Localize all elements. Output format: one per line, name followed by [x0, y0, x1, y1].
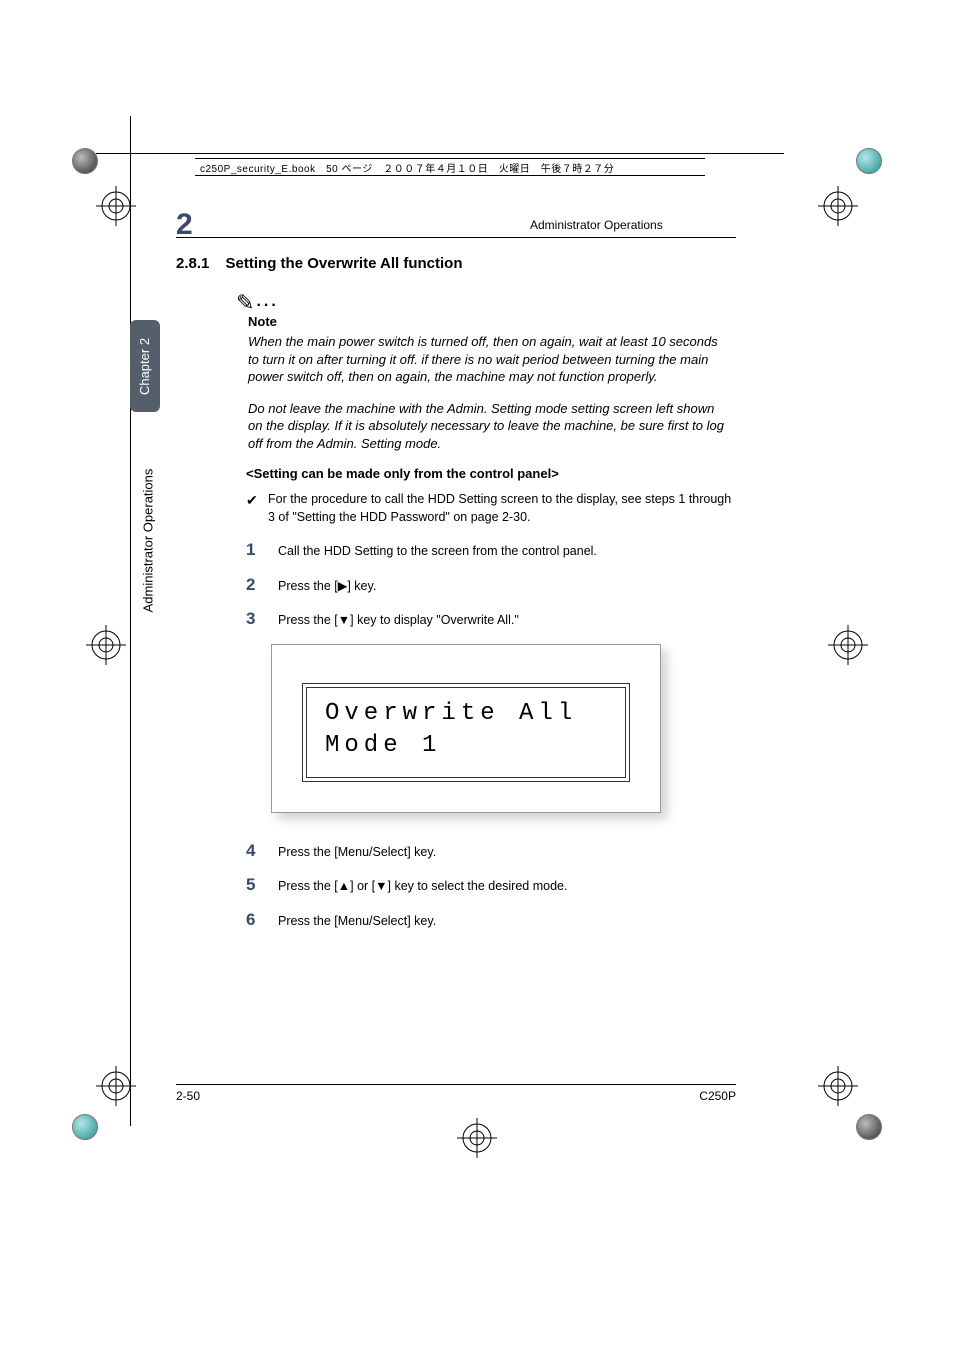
footer-page-number: 2-50 — [176, 1089, 200, 1103]
registration-mark-tr — [818, 186, 858, 226]
step-number: 5 — [246, 875, 278, 895]
registration-mark-ml — [86, 625, 126, 665]
step-3: 3 Press the [▼] key to display "Overwrit… — [246, 609, 736, 630]
step-text: Press the [Menu/Select] key. — [278, 844, 436, 862]
bullet-text: For the procedure to call the HDD Settin… — [268, 491, 736, 526]
header-rule — [176, 237, 736, 238]
note-paragraph-2: Do not leave the machine with the Admin.… — [248, 400, 726, 453]
chapter-side-label: Administrator Operations — [140, 440, 156, 640]
footer-model: C250P — [699, 1089, 736, 1103]
chapter-tab: Chapter 2 — [130, 320, 160, 412]
frame-left-line — [130, 116, 131, 1126]
corner-dot-tl — [72, 148, 98, 174]
page-footer: 2-50 C250P — [176, 1084, 736, 1103]
step-5: 5 Press the [▲] or [▼] key to select the… — [246, 875, 736, 896]
step-text: Press the [▲] or [▼] key to select the d… — [278, 878, 567, 896]
step-number: 3 — [246, 609, 278, 629]
step-4: 4 Press the [Menu/Select] key. — [246, 841, 736, 862]
lcd-panel: Overwrite All Mode 1 — [271, 644, 661, 813]
section-number: 2.8.1 — [176, 255, 209, 272]
subhead: <Setting can be made only from the contr… — [246, 466, 736, 481]
chapter-tab-label: Chapter 2 — [138, 337, 153, 394]
check-icon: ✔ — [246, 491, 268, 526]
note-label: Note — [248, 314, 736, 329]
step-number: 1 — [246, 540, 278, 560]
step-number: 6 — [246, 910, 278, 930]
step-6: 6 Press the [Menu/Select] key. — [246, 910, 736, 931]
running-head: Administrator Operations — [530, 218, 663, 232]
corner-dot-bl — [72, 1114, 98, 1140]
chapter-side-label-text: Administrator Operations — [141, 468, 156, 612]
print-header-text: c250P_security_E.book 50 ページ ２００７年４月１０日 … — [200, 160, 614, 175]
step-text: Press the [▼] key to display "Overwrite … — [278, 612, 519, 630]
registration-mark-mr — [828, 625, 868, 665]
step-text: Press the [Menu/Select] key. — [278, 913, 436, 931]
frame-top-line — [96, 153, 784, 154]
corner-dot-tr — [856, 148, 882, 174]
page-content: 2.8.1 Setting the Overwrite All function… — [176, 255, 736, 944]
note-paragraph-1: When the main power switch is turned off… — [248, 333, 726, 386]
lcd-line-2: Mode 1 — [325, 730, 611, 762]
lcd-line-1: Overwrite All — [325, 698, 611, 730]
section-title-row: 2.8.1 Setting the Overwrite All function — [176, 255, 736, 272]
step-number: 2 — [246, 575, 278, 595]
registration-mark-bc — [457, 1118, 497, 1158]
section-title: Setting the Overwrite All function — [226, 255, 463, 272]
bullet-row: ✔ For the procedure to call the HDD Sett… — [246, 491, 736, 526]
step-1: 1 Call the HDD Setting to the screen fro… — [246, 540, 736, 561]
step-2: 2 Press the [▶] key. — [246, 575, 736, 596]
step-text: Press the [▶] key. — [278, 578, 376, 596]
print-header-strip: c250P_security_E.book 50 ページ ２００７年４月１０日 … — [195, 158, 705, 176]
lcd-inner: Overwrite All Mode 1 — [302, 683, 630, 782]
registration-mark-tl — [96, 186, 136, 226]
registration-mark-bl — [96, 1066, 136, 1106]
registration-mark-br — [818, 1066, 858, 1106]
step-number: 4 — [246, 841, 278, 861]
note-icon: ✎... — [236, 292, 736, 314]
corner-dot-br — [856, 1114, 882, 1140]
step-text: Call the HDD Setting to the screen from … — [278, 543, 597, 561]
